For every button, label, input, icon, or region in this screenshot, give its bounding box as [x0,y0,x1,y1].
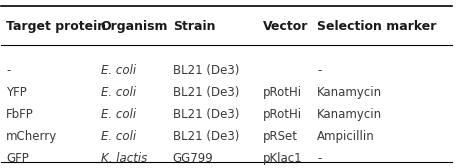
Text: BL21 (De3): BL21 (De3) [173,86,239,99]
Text: Vector: Vector [263,20,308,33]
Text: E. coli: E. coli [100,64,136,77]
Text: E. coli: E. coli [100,108,136,121]
Text: BL21 (De3): BL21 (De3) [173,64,239,77]
Text: Kanamycin: Kanamycin [317,108,382,121]
Text: BL21 (De3): BL21 (De3) [173,131,239,143]
Text: pRSet: pRSet [263,131,298,143]
Text: -: - [317,64,321,77]
Text: Organism: Organism [100,20,168,33]
Text: pRotHi: pRotHi [263,86,302,99]
Text: E. coli: E. coli [100,86,136,99]
Text: mCherry: mCherry [6,131,57,143]
Text: K. lactis: K. lactis [100,153,147,165]
Text: YFP: YFP [6,86,27,99]
Text: pKlac1: pKlac1 [263,153,303,165]
Text: GG799: GG799 [173,153,213,165]
Text: Strain: Strain [173,20,215,33]
Text: pRotHi: pRotHi [263,108,302,121]
Text: -: - [6,64,10,77]
Text: GFP: GFP [6,153,29,165]
Text: E. coli: E. coli [100,131,136,143]
Text: Ampicillin: Ampicillin [317,131,375,143]
Text: BL21 (De3): BL21 (De3) [173,108,239,121]
Text: Selection marker: Selection marker [317,20,437,33]
Text: Target protein: Target protein [6,20,106,33]
Text: -: - [317,153,321,165]
Text: FbFP: FbFP [6,108,33,121]
Text: Kanamycin: Kanamycin [317,86,382,99]
